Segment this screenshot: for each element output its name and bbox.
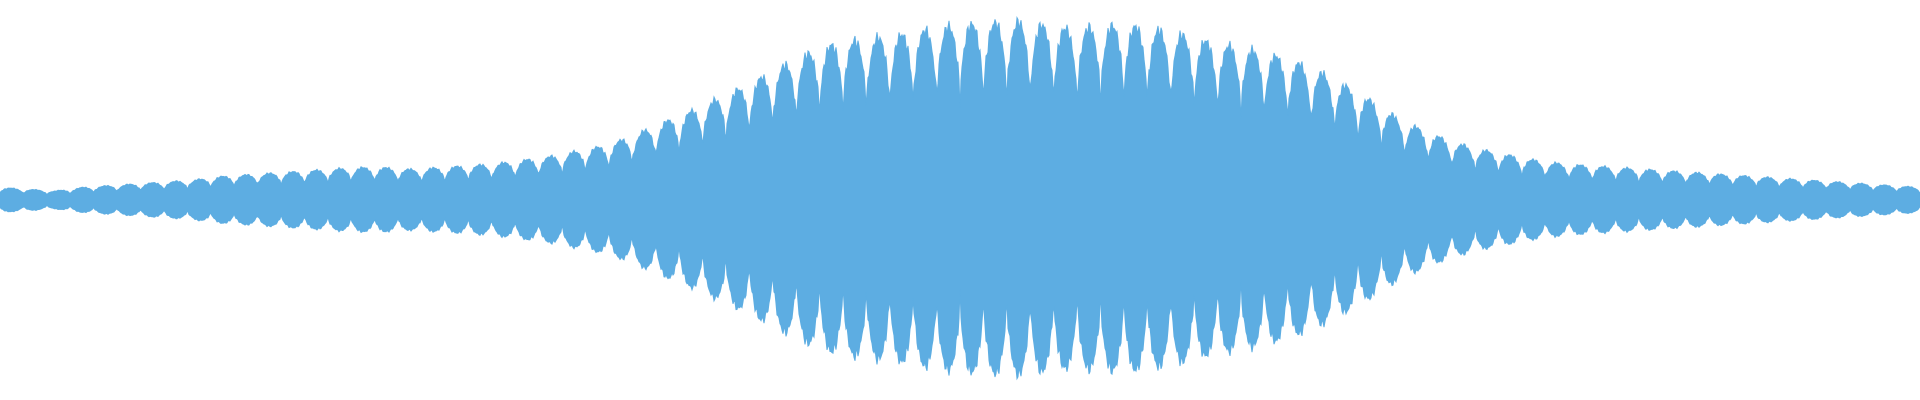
waveform-path [0,16,1920,381]
